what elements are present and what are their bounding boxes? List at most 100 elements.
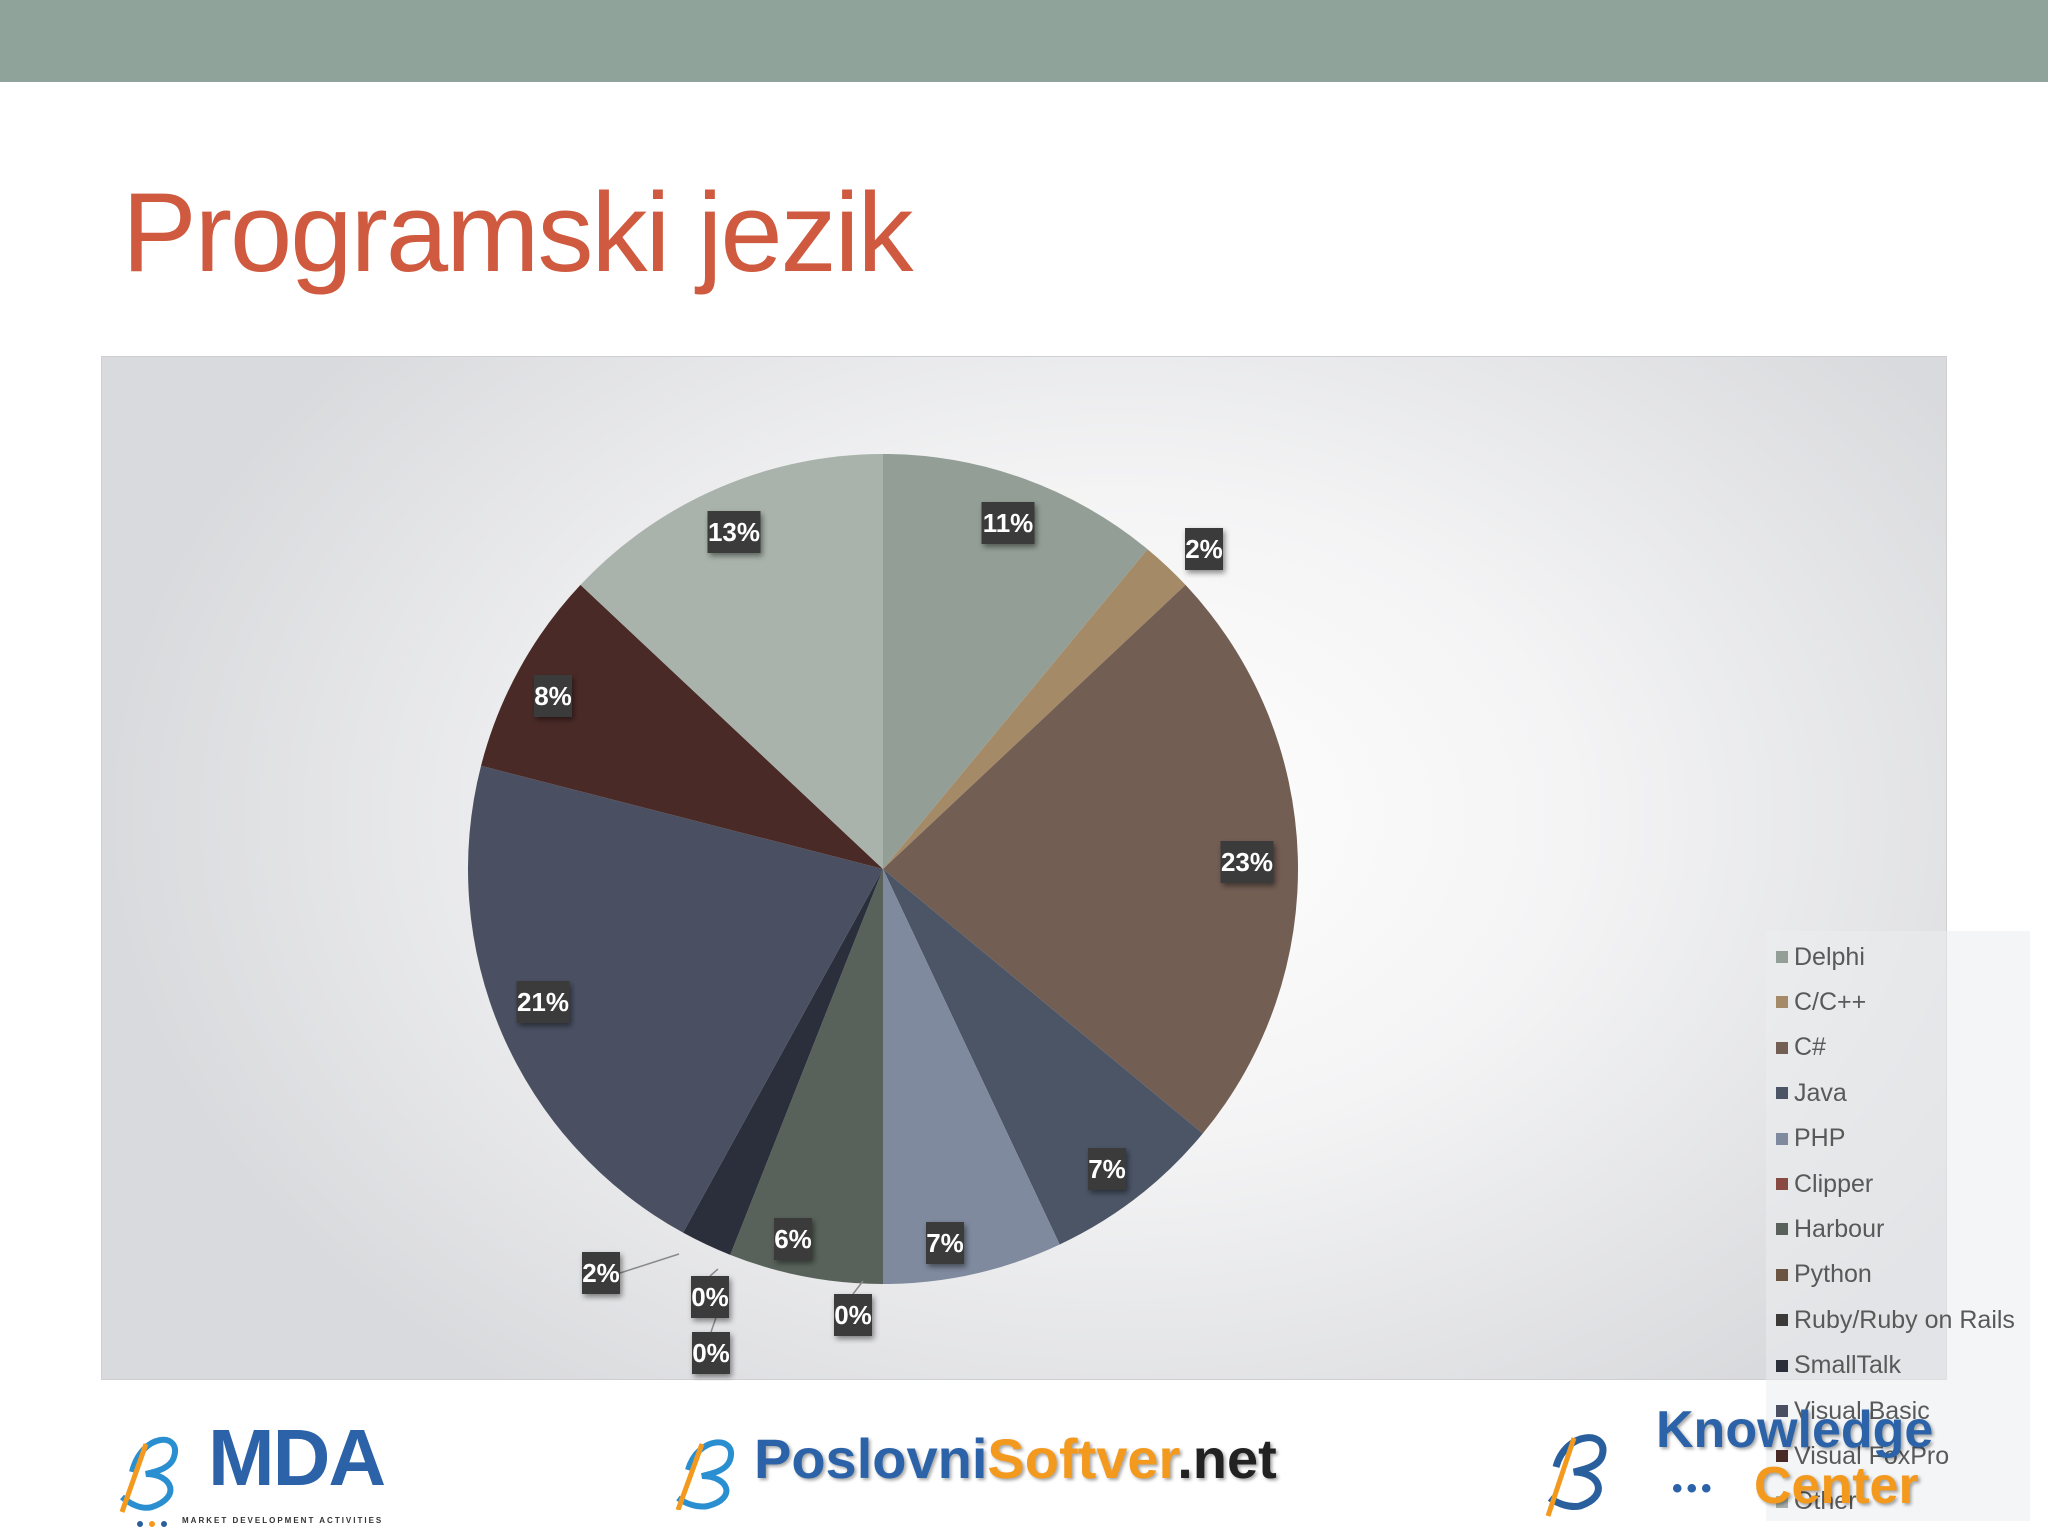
legend-swatch: [1776, 1405, 1788, 1417]
footer: MDA MARKET DEVELOPMENT ACTIVITIES Poslov…: [0, 1392, 2048, 1536]
legend-swatch: [1776, 1223, 1788, 1236]
data-label-python: 0%: [692, 1332, 730, 1374]
center-text: Center: [1754, 1457, 1919, 1515]
legend-item-smalltalk: SmallTalk: [1776, 1346, 1901, 1386]
legend-label: C/C++: [1794, 987, 1867, 1016]
knowledge-center-logo: Knowledge ••• Center: [1536, 1400, 1936, 1530]
legend-swatch: [1776, 1087, 1788, 1100]
leader-line: [619, 1253, 680, 1274]
data-label-box: [1185, 528, 1223, 570]
legend-item-php: PHP: [1776, 1119, 1845, 1159]
data-label-text: 21%: [517, 987, 569, 1017]
legend-item-c-: C#: [1776, 1028, 1826, 1068]
legend-item-ruby-ruby-on-rails: Ruby/Ruby on Rails: [1776, 1300, 2015, 1340]
pie-slice-c-: [883, 584, 1298, 1134]
legend-swatch: [1776, 996, 1788, 1009]
legend-swatch: [1776, 1268, 1788, 1281]
data-label-text: 0%: [834, 1300, 872, 1330]
data-label-other: 13%: [707, 511, 761, 553]
mda-logo-mark: [119, 1436, 179, 1527]
legend-label: Harbour: [1794, 1214, 1885, 1243]
leader-line: [709, 1268, 719, 1277]
legend-item-harbour: Harbour: [1776, 1209, 1884, 1249]
legend-label: PHP: [1794, 1124, 1846, 1153]
data-label-box: [926, 1222, 964, 1264]
data-label-box: [834, 1294, 872, 1336]
legend-item-delphi: Delphi: [1776, 937, 1865, 977]
logo-part-poslovni: Poslovni: [754, 1427, 988, 1490]
pie-chart: 11% 2% 23% 7% 7% 0% 6% 0% 0% 2% 21% 8% 13%: [468, 454, 1298, 1374]
legend-swatch: [1776, 1041, 1788, 1054]
data-label-text: 11%: [983, 508, 1034, 538]
data-label-smalltalk: 2%: [582, 1252, 620, 1294]
pie-slice-delphi: [883, 454, 1148, 869]
data-label-text: 2%: [582, 1258, 620, 1288]
knowledge-center-logo-mark: [1545, 1434, 1607, 1517]
data-label-c-: 23%: [1220, 841, 1274, 883]
poslovnisoftver-logo: PoslovniSoftver.net: [668, 1420, 1277, 1520]
data-label-box: [692, 1332, 730, 1374]
legend-label: Delphi: [1794, 942, 1865, 971]
data-label-c-c-: 2%: [1185, 528, 1223, 570]
data-label-text: 7%: [1088, 1154, 1126, 1184]
legend-label: Ruby/Ruby on Rails: [1794, 1305, 2015, 1334]
legend-item-c-c-: C/C++: [1776, 982, 1866, 1022]
legend-label: C#: [1794, 1033, 1826, 1062]
data-label-box: [981, 502, 1035, 544]
legend-label: Other: [1794, 1487, 1857, 1516]
data-label-box: [774, 1218, 812, 1260]
leader-line: [852, 1280, 864, 1295]
data-label-text: 23%: [1221, 847, 1273, 877]
data-label-php: 7%: [926, 1222, 964, 1264]
pie-slice-php: [883, 869, 1060, 1284]
legend-item-clipper: Clipper: [1776, 1164, 1873, 1204]
legend-swatch: [1776, 1132, 1788, 1145]
legend-label: Python: [1794, 1260, 1872, 1289]
mda-logo-text: MDA: [208, 1412, 386, 1504]
data-label-box: [707, 511, 761, 553]
mda-tagline: MARKET DEVELOPMENT ACTIVITIES: [182, 1516, 384, 1525]
data-label-ruby-ruby-on-rails: 0%: [691, 1276, 729, 1318]
data-label-box: [1220, 841, 1274, 883]
pie-slice-harbour: [730, 869, 883, 1284]
data-label-visual-foxpro: 8%: [534, 675, 572, 717]
data-label-java: 7%: [1088, 1148, 1126, 1190]
logo-part-net: .net: [1177, 1427, 1277, 1490]
data-label-text: 7%: [926, 1228, 964, 1258]
legend-item-java: Java: [1776, 1073, 1847, 1113]
legend-label: Visual Basic: [1794, 1396, 1930, 1425]
legend-swatch: [1776, 1450, 1788, 1463]
legend-item-python: Python: [1776, 1255, 1872, 1295]
pie-slice-c-c-: [883, 549, 1186, 869]
data-label-box: [582, 1252, 620, 1294]
legend-label: Java: [1794, 1078, 1847, 1107]
legend-label: Clipper: [1794, 1169, 1874, 1198]
data-label-text: 13%: [708, 517, 760, 547]
data-label-text: 0%: [691, 1282, 729, 1312]
data-label-box: [1088, 1148, 1126, 1190]
legend-swatch: [1776, 1314, 1788, 1327]
data-label-box: [534, 675, 572, 717]
top-bar: [0, 0, 2048, 82]
pie-slice-other: [580, 454, 883, 869]
knowledge-dots: •••: [1672, 1472, 1716, 1505]
data-labels: 11% 2% 23% 7% 7% 0% 6% 0% 0% 2% 21% 8% 13%: [516, 502, 1274, 1374]
chart-area: 11% 2% 23% 7% 7% 0% 6% 0% 0% 2% 21% 8% 13% Delphi C/C…: [101, 356, 2030, 1521]
legend-item-visual-basic: Visual Basic: [1776, 1391, 1930, 1431]
data-label-delphi: 11%: [981, 502, 1035, 544]
mda-logo: MDA MARKET DEVELOPMENT ACTIVITIES: [112, 1412, 412, 1532]
data-label-text: 0%: [692, 1338, 730, 1368]
data-label-visual-basic: 21%: [516, 981, 570, 1023]
pie-slices: [468, 454, 1298, 1284]
data-label-box: [691, 1276, 729, 1318]
slide-title: Programski jezik: [122, 170, 914, 295]
data-label-text: 2%: [1185, 534, 1223, 564]
data-label-box: [516, 981, 570, 1023]
poslovnisoftver-logo-mark: [675, 1439, 735, 1510]
data-label-clipper: 0%: [834, 1294, 872, 1336]
legend-label: SmallTalk: [1794, 1351, 1901, 1380]
pie-slice-visual-basic: [468, 765, 883, 1233]
data-label-text: 6%: [774, 1224, 812, 1254]
legend-swatch: [1776, 951, 1788, 963]
legend-item-visual-foxpro: Visual FoxPro: [1776, 1436, 1949, 1476]
